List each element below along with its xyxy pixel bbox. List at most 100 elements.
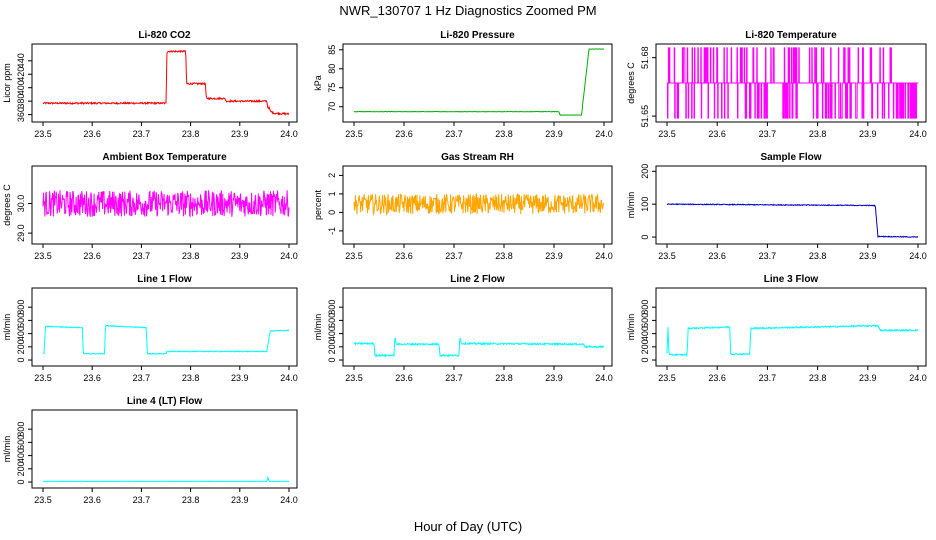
x-tick-label: 23.6 xyxy=(395,373,413,383)
y-tick-label: 800 xyxy=(16,300,26,315)
x-tick-label: 23.7 xyxy=(133,251,151,261)
panel-title: Li-820 Temperature xyxy=(745,30,837,41)
y-tick-label: 0 xyxy=(640,235,650,240)
y-axis-label: degrees C xyxy=(626,62,636,104)
panel-title: Sample Flow xyxy=(760,152,821,163)
panel-title: Li-820 Pressure xyxy=(440,30,515,41)
y-tick-label: 600 xyxy=(640,313,650,328)
series-line xyxy=(353,48,604,116)
panel: Li-820 CO2 23.5 23.6 23.7 23.8 23.9 24.0 360380… xyxy=(2,30,298,139)
x-tick-label: 23.9 xyxy=(545,373,563,383)
y-tick-label: 200 xyxy=(327,339,337,354)
x-tick-label: 23.8 xyxy=(182,251,200,261)
panel: Line 3 Flow 23.5 23.6 23.7 23.8 23.9 24.0 0 2004… xyxy=(626,274,927,383)
series-line xyxy=(42,49,290,116)
x-tick-label: 23.6 xyxy=(708,251,726,261)
y-tick-label: 400 xyxy=(327,326,337,341)
x-tick-label: 23.5 xyxy=(658,251,676,261)
y-axis-label: ml/min xyxy=(2,314,12,341)
y-axis-label: Licor ppm xyxy=(2,63,12,103)
y-axis-label: kPa xyxy=(313,75,323,91)
x-tick-label: 23.8 xyxy=(495,129,513,139)
x-tick-label: 23.7 xyxy=(759,251,777,261)
y-tick-label: 29.0 xyxy=(16,224,26,242)
panel-title: Ambient Box Temperature xyxy=(102,152,227,163)
plot-frame xyxy=(342,287,613,367)
x-tick-label: 23.8 xyxy=(495,251,513,261)
x-tick-label: 23.5 xyxy=(34,129,52,139)
x-tick-label: 24.0 xyxy=(280,373,298,383)
x-tick-label: 23.6 xyxy=(708,373,726,383)
x-tick-label: 23.7 xyxy=(445,251,463,261)
plot-frame xyxy=(31,409,298,489)
x-tick-label: 23.8 xyxy=(809,373,827,383)
y-tick-label: 30.0 xyxy=(16,195,26,213)
panel: Line 1 Flow 23.5 23.6 23.7 23.8 23.9 24.0 0 2004… xyxy=(2,274,298,383)
panel-title: Line 2 Flow xyxy=(450,274,505,285)
x-tick-label: 23.9 xyxy=(859,251,877,261)
x-tick-label: 24.0 xyxy=(909,129,927,139)
y-tick-label: 2 xyxy=(327,173,337,178)
series-line xyxy=(666,47,919,119)
y-tick-label: 0 xyxy=(640,358,650,363)
x-tick-label: 23.8 xyxy=(495,373,513,383)
y-tick-label: 800 xyxy=(16,422,26,437)
y-tick-label: 85 xyxy=(327,45,337,55)
y-tick-label: 51.68 xyxy=(640,46,650,69)
x-tick-label: 23.7 xyxy=(445,129,463,139)
x-tick-label: 23.5 xyxy=(658,373,676,383)
panel-title: Li-820 CO2 xyxy=(138,30,191,41)
plot-frame xyxy=(31,165,298,245)
figure-title: NWR_130707 1 Hz Diagnostics Zoomed PM xyxy=(339,3,596,18)
x-tick-label: 24.0 xyxy=(909,251,927,261)
x-tick-label: 23.6 xyxy=(83,129,101,139)
x-tick-label: 23.9 xyxy=(545,251,563,261)
y-tick-label: 80 xyxy=(327,64,337,74)
series-line xyxy=(42,476,290,483)
x-tick-label: 23.9 xyxy=(545,129,563,139)
x-tick-label: 23.9 xyxy=(231,495,249,505)
x-tick-label: 24.0 xyxy=(280,251,298,261)
y-tick-label: 100 xyxy=(640,197,650,212)
y-axis-label: degrees C xyxy=(2,184,12,226)
x-tick-label: 23.7 xyxy=(133,129,151,139)
y-tick-label: 800 xyxy=(640,300,650,315)
x-tick-label: 23.9 xyxy=(859,129,877,139)
series-line xyxy=(666,324,919,358)
y-tick-label: 400 xyxy=(16,326,26,341)
series-line xyxy=(666,203,918,239)
y-axis-label: percent xyxy=(313,189,323,220)
panel-title: Line 4 (LT) Flow xyxy=(127,396,203,407)
x-tick-label: 24.0 xyxy=(595,129,613,139)
x-tick-label: 23.7 xyxy=(133,495,151,505)
y-tick-label: 400 xyxy=(640,326,650,341)
y-tick-label: 600 xyxy=(16,435,26,450)
x-tick-label: 23.6 xyxy=(83,373,101,383)
y-tick-label: 200 xyxy=(16,461,26,476)
x-tick-label: 23.7 xyxy=(759,129,777,139)
x-tick-label: 24.0 xyxy=(909,373,927,383)
y-axis-label: ml/min xyxy=(626,192,636,219)
y-tick-label: 75 xyxy=(327,83,337,93)
panel-title: Line 3 Flow xyxy=(764,274,819,285)
x-tick-label: 23.9 xyxy=(859,373,877,383)
x-tick-label: 23.5 xyxy=(345,251,363,261)
x-tick-label: 23.9 xyxy=(231,251,249,261)
x-tick-label: 23.8 xyxy=(182,373,200,383)
y-tick-label: 0 xyxy=(16,358,26,363)
x-tick-label: 23.5 xyxy=(34,251,52,261)
x-tick-label: 23.7 xyxy=(445,373,463,383)
y-tick-label: 600 xyxy=(16,313,26,328)
x-tick-label: 23.9 xyxy=(231,373,249,383)
y-tick-label: 0 xyxy=(327,358,337,363)
x-tick-label: 23.8 xyxy=(182,495,200,505)
plot-frame xyxy=(342,43,613,123)
plot-frame xyxy=(655,43,927,123)
plot-frame xyxy=(655,287,927,367)
x-tick-label: 23.6 xyxy=(395,129,413,139)
y-tick-label: 51.65 xyxy=(640,105,650,128)
x-tick-label: 24.0 xyxy=(280,495,298,505)
x-tick-label: 23.8 xyxy=(809,129,827,139)
plot-frame xyxy=(31,43,298,123)
